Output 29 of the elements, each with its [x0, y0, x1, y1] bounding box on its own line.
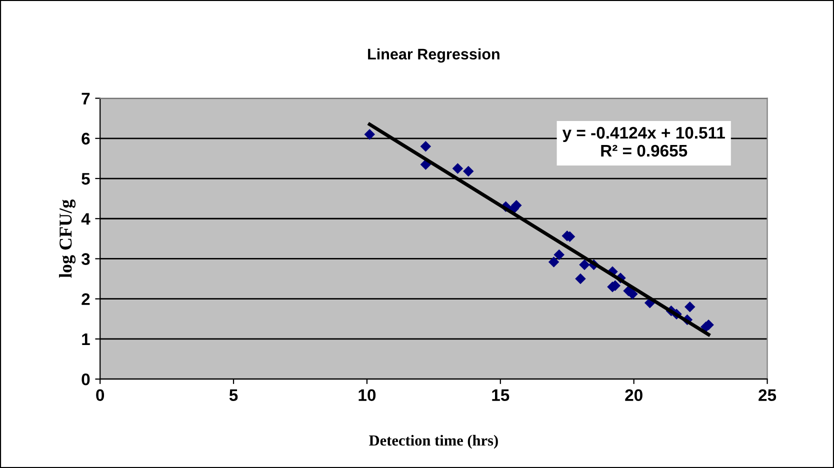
y-tick-label: 1: [82, 334, 90, 346]
y-tick-label: 5: [82, 173, 90, 185]
y-tick-label: 0: [82, 373, 90, 386]
y-tick-label: 6: [82, 132, 90, 145]
x-axis-title: Detection time (hrs): [369, 434, 498, 449]
y-axis-title: log CFU/g: [59, 199, 76, 278]
point: [684, 301, 696, 312]
x-tick-label: 25: [758, 389, 776, 402]
x-tick-label: 5: [229, 389, 238, 402]
y-tick-label: 4: [81, 213, 90, 225]
point: [462, 166, 474, 177]
x-tick-label: 15: [492, 389, 510, 402]
point: [579, 259, 590, 270]
x-tick-label: 0: [96, 389, 104, 402]
x-tick-label: 20: [625, 389, 642, 402]
chart-title: Linear Regression: [368, 48, 500, 63]
point: [420, 141, 432, 152]
annotation: y = -0.4124x + 10.511 R² = 0.9655: [562, 126, 725, 157]
point: [420, 159, 432, 170]
point: [548, 256, 560, 268]
point: [627, 288, 638, 300]
point: [364, 129, 376, 140]
point: [575, 273, 586, 284]
point: [452, 163, 464, 174]
point: [554, 249, 564, 260]
y-tick-label: 3: [81, 253, 90, 265]
y-tick-label: 7: [82, 92, 90, 104]
x-tick-label: 10: [358, 389, 376, 402]
y-tick-label: 2: [82, 293, 90, 305]
